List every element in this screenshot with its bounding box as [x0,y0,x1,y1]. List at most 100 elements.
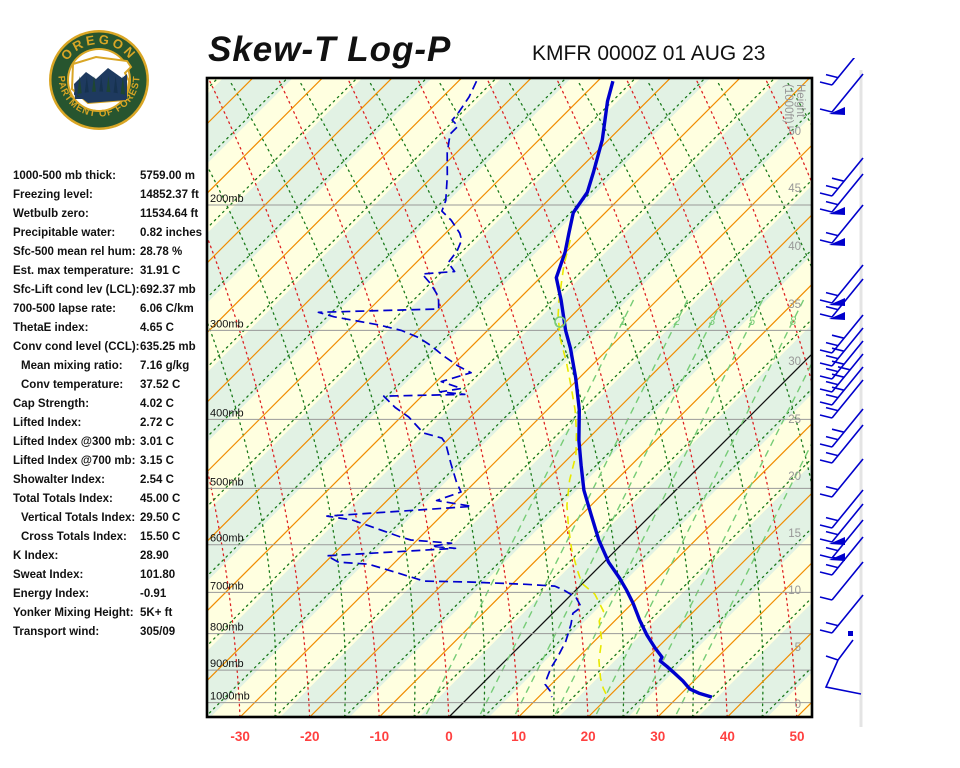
index-row: Sfc-500 mean rel hum: 28.78 % [13,243,205,262]
mixing-ratio-line [478,299,689,717]
index-value: 37.52 C [140,379,181,391]
dry-adiabat [347,79,520,717]
index-value: 5K+ ft [140,607,173,619]
index-label: Precipitable water: [13,227,116,239]
pressure-label: 400mb [210,407,244,419]
isotherm-10c [239,144,812,717]
isotherm-5c [207,78,359,230]
height-label: 45 [788,183,801,195]
index-row: K Index: 28.90 [13,547,205,566]
pressure-label: 700mb [210,580,244,592]
mixing-ratio-label: 1 [620,316,626,328]
index-label: Cap Strength: [13,398,90,410]
x-tick-label: 0 [445,729,453,744]
index-row: Conv temperature: 37.52 C [13,376,205,395]
wind-barb [819,264,864,306]
dry-adiabat [486,79,659,717]
dry-adiabat [278,79,450,717]
index-row: 1000-500 mb thick: 5759.00 m [13,167,205,186]
dry-adiabat [208,79,380,717]
index-value: 635.25 mb [140,341,196,353]
isotherm-10c [207,78,602,473]
mixing-ratio-label: 3 [709,316,716,328]
index-label: Conv temperature: [21,379,124,391]
index-row: Yonker Mixing Height: 5K+ ft [13,604,205,623]
index-row: Sfc-Lift cond lev (LCL): 692.37 mb [13,281,205,300]
wind-barb [819,314,864,354]
wind-barb [819,458,864,498]
x-tick-label: 10 [511,729,527,744]
height-label: 35 [788,299,801,311]
level-marker [554,316,566,328]
isotherm-10c [207,78,811,682]
height-label: 10 [788,585,801,597]
isotherm-10c [309,213,812,717]
index-row: Wetbulb zero: 11534.64 ft [13,205,205,224]
page-title: Skew-T Log-P [208,30,452,69]
index-label: Showalter Index: [13,474,106,486]
x-tick-label: 20 [580,729,596,744]
index-row: Cap Strength: 4.02 C [13,395,205,414]
wetbulb-trace [557,239,608,696]
index-label: Est. max temperature: [13,265,134,277]
mixing-ratio-line [513,299,724,717]
wind-barb [819,73,864,115]
height-label: 40 [788,241,801,253]
index-value: 101.80 [140,569,176,581]
index-label: Energy Index: [13,588,90,600]
height-axis-title: Height(1000ft) [782,84,806,124]
wind-barb [819,353,864,393]
index-row: Cross Totals Index: 15.50 C [13,528,205,547]
index-value: 15.50 C [140,531,181,543]
isotherm-5c [207,109,812,717]
station-datetime: KMFR 0000Z 01 AUG 23 [532,42,766,65]
index-value: 692.37 mb [140,284,196,296]
index-row: Freezing level: 14852.37 ft [13,186,205,205]
index-label: Sfc-500 mean rel hum: [13,246,136,258]
index-row: 700-500 lapse rate: 6.06 C/km [13,300,205,319]
isotherm-5c [207,78,637,508]
index-row: Conv cond level (CCL): 635.25 mb [13,338,205,357]
x-tick-label: -10 [369,729,390,744]
zero-isotherm [448,353,812,717]
wind-barb [819,173,864,215]
isotherm-5c [207,78,567,438]
wind-barb [819,366,864,406]
height-label: 30 [788,356,801,368]
index-label: ThetaE index: [13,322,89,334]
index-value: 0.82 inches [140,227,203,239]
index-value: 4.65 C [140,322,174,334]
index-value: 45.00 C [140,493,181,505]
isotherm-10c [207,78,463,334]
dry-adiabat [417,79,589,717]
mixing-ratio-label: 8 [790,316,797,328]
mixing-ratio-label: 5 [749,316,756,328]
x-tick-label: -20 [300,729,320,744]
index-value: 31.91 C [140,265,181,277]
x-tick-label: -30 [230,729,250,744]
mixing-ratio-line [424,299,635,717]
isotherm-10c [587,492,812,717]
pressure-label: 300mb [210,318,244,330]
mixing-ratio-line [594,299,805,717]
wind-barb-column [819,58,864,727]
mixing-ratio-line [634,361,812,717]
chart-border [205,76,814,719]
isotherm-10c [207,78,672,543]
wind-barb [819,278,864,320]
index-row: Est. max temperature: 31.91 C [13,262,205,281]
index-label: Mean mixing ratio: [21,360,123,372]
isotherm-5c [207,78,707,578]
isotherm-5c [207,78,498,369]
wind-barb [819,424,864,464]
index-label: Lifted Index: [13,417,82,429]
index-row: Sweat Index: 101.80 [13,566,205,585]
isotherm-10c [207,78,533,404]
index-value: 14852.37 ft [140,189,199,201]
isotherm-10c [378,283,812,717]
wind-barb [819,379,864,419]
index-label: K Index: [13,550,59,562]
index-label: 700-500 lapse rate: [13,303,116,315]
temperature-trace [554,80,713,699]
index-label: Sfc-Lift cond lev (LCL): [13,284,140,296]
